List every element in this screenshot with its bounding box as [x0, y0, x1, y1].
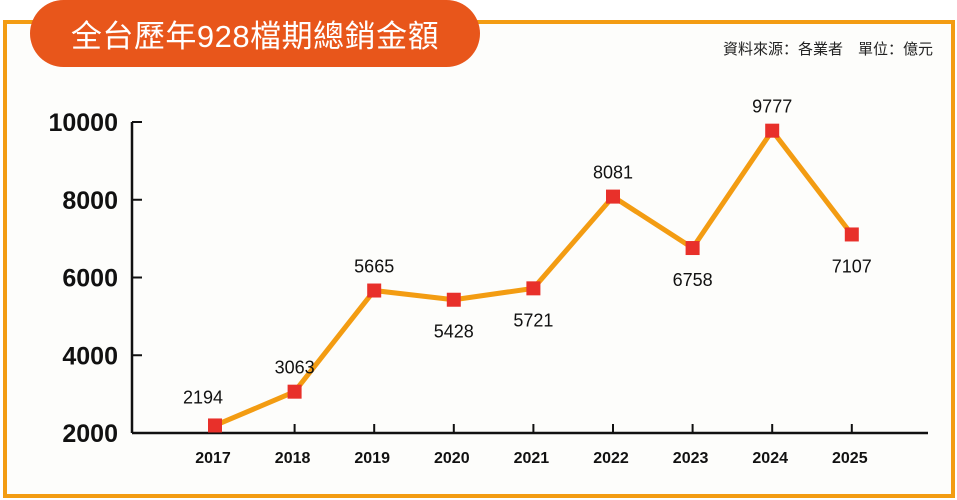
- x-tick-label: 2021: [514, 450, 550, 467]
- data-label: 8081: [593, 163, 633, 183]
- y-tick-label: 8000: [62, 187, 118, 215]
- y-tick-label: 4000: [62, 342, 118, 370]
- x-tick-label: 2018: [275, 450, 311, 467]
- x-tick-label: 2024: [752, 450, 788, 467]
- data-label: 9777: [752, 97, 792, 117]
- data-point: [526, 281, 541, 296]
- data-point: [287, 384, 302, 399]
- x-tick-label: 2019: [354, 450, 390, 467]
- data-label: 5428: [434, 322, 474, 342]
- data-point: [367, 283, 382, 298]
- y-tick-label: 2000: [62, 420, 118, 448]
- x-tick-label: 2025: [832, 450, 868, 467]
- x-tick-label: 2023: [673, 450, 709, 467]
- chart-frame: [3, 20, 955, 498]
- data-label: 5721: [513, 310, 553, 330]
- data-point: [844, 227, 859, 242]
- y-tick-label: 6000: [62, 265, 118, 293]
- data-point: [208, 418, 222, 433]
- data-label: 5665: [354, 257, 394, 277]
- y-tick-label: 10000: [48, 109, 118, 137]
- series-line: [214, 128, 854, 428]
- data-label: 3063: [275, 358, 315, 378]
- data-label: 2194: [183, 387, 223, 407]
- data-point: [685, 241, 700, 256]
- chart-title: 全台歷年928檔期總銷金額: [30, 0, 480, 67]
- data-point: [765, 123, 780, 138]
- data-label: 6758: [673, 270, 713, 290]
- x-tick-label: 2022: [593, 450, 629, 467]
- data-label: 7107: [832, 256, 872, 276]
- x-tick-label: 2017: [195, 450, 231, 467]
- data-point: [446, 292, 461, 307]
- x-tick-label: 2020: [434, 450, 470, 467]
- source-note: 資料來源：各業者 單位：億元: [722, 41, 933, 58]
- data-point: [606, 189, 620, 204]
